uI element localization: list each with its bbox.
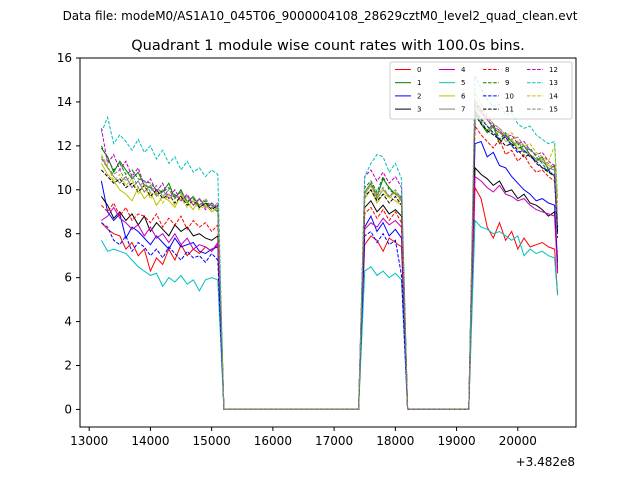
series-line-10 xyxy=(101,109,559,410)
y-tick-label: 16 xyxy=(57,51,72,65)
x-tick-label: 16000 xyxy=(254,434,292,448)
legend-label-8: 8 xyxy=(505,66,509,74)
x-tick-label: 17000 xyxy=(315,434,353,448)
y-tick-label: 6 xyxy=(64,271,72,285)
legend-label-2: 2 xyxy=(417,92,421,100)
y-tick-label: 4 xyxy=(64,315,72,329)
x-axis-offset-label: +3.482e8 xyxy=(516,455,575,469)
x-tick-label: 19000 xyxy=(437,434,475,448)
legend-label-15: 15 xyxy=(549,106,558,114)
legend-label-4: 4 xyxy=(461,66,466,74)
series-line-15 xyxy=(100,98,559,410)
legend-label-3: 3 xyxy=(417,106,421,114)
data-file-suptitle: Data file: modeM0/AS1A10_045T06_90000041… xyxy=(63,9,578,23)
y-tick-label: 8 xyxy=(64,227,72,241)
y-tick-label: 0 xyxy=(64,402,72,416)
legend-label-7: 7 xyxy=(461,106,465,114)
legend-label-12: 12 xyxy=(549,66,558,74)
series-line-2 xyxy=(100,140,559,410)
x-tick-label: 15000 xyxy=(193,434,231,448)
legend-box xyxy=(389,61,573,120)
legend-label-6: 6 xyxy=(461,92,466,100)
y-tick-label: 10 xyxy=(57,183,72,197)
legend-label-1: 1 xyxy=(417,79,421,87)
series-line-5 xyxy=(100,219,559,410)
y-axis-ticks: 0 2 4 6 8 10 12 14 16 xyxy=(57,51,80,416)
x-tick-label: 20000 xyxy=(499,434,537,448)
y-tick-label: 2 xyxy=(64,359,72,373)
legend-label-0: 0 xyxy=(417,66,421,74)
plot-lines xyxy=(100,75,559,410)
series-line-8 xyxy=(101,124,559,410)
x-tick-label: 13000 xyxy=(70,434,108,448)
legend-label-14: 14 xyxy=(549,92,558,100)
legend-label-11: 11 xyxy=(505,106,514,114)
y-tick-label: 12 xyxy=(57,139,72,153)
axes-frame xyxy=(79,57,577,428)
legend-label-13: 13 xyxy=(549,79,558,87)
legend-label-10: 10 xyxy=(505,92,514,100)
y-tick-label: 14 xyxy=(57,95,72,109)
x-tick-label: 18000 xyxy=(376,434,414,448)
series-line-13 xyxy=(100,75,559,410)
x-axis-ticks: 13000 14000 15000 16000 17000 18000 19000 20000 xyxy=(70,427,537,448)
legend-label-9: 9 xyxy=(505,79,509,87)
legend-label-5: 5 xyxy=(461,79,465,87)
x-tick-label: 14000 xyxy=(131,434,169,448)
chart-title: Quadrant 1 module wise count rates with … xyxy=(131,38,525,54)
